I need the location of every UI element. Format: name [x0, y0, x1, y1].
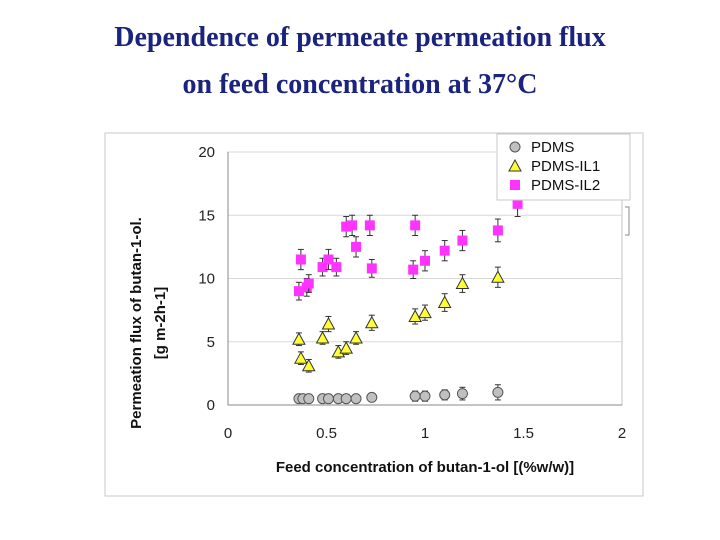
y-tick-label: 10 — [198, 271, 215, 288]
data-point — [455, 276, 470, 290]
data-point — [512, 198, 523, 209]
data-point — [439, 389, 451, 401]
data-point — [317, 262, 328, 273]
x-tick-label: 1 — [421, 425, 429, 442]
legend-marker — [508, 158, 522, 172]
y-axis-title: Permeation flux of butan-1-ol. — [128, 217, 145, 429]
legend-label: PDMS — [531, 139, 574, 156]
data-point — [322, 393, 334, 405]
slide-title-line2: on feed concentration at 37°C — [182, 69, 538, 100]
data-point — [340, 393, 352, 405]
data-point — [410, 220, 421, 231]
data-point — [491, 270, 505, 283]
data-point — [420, 255, 430, 266]
data-point — [315, 330, 330, 344]
data-point — [331, 262, 342, 273]
data-point — [492, 386, 504, 398]
data-point — [408, 264, 419, 275]
series-square — [293, 190, 523, 301]
x-tick-label: 0.5 — [316, 425, 337, 442]
data-point — [457, 235, 468, 246]
data-point — [295, 254, 306, 265]
data-point — [419, 390, 431, 402]
slide-title-line1: Dependence of permeate permeation flux — [114, 22, 606, 53]
x-tick-label: 0 — [224, 425, 232, 442]
y-axis-unit: [g m-2h-1] — [152, 287, 169, 360]
data-point — [301, 358, 316, 372]
data-point — [408, 309, 422, 322]
data-point — [418, 305, 432, 319]
legend-marker — [509, 141, 521, 153]
data-point — [347, 220, 358, 231]
data-point — [292, 332, 306, 345]
series-triangle — [292, 266, 505, 373]
data-point — [303, 278, 314, 289]
legend-marker — [510, 180, 520, 190]
y-tick-label: 0 — [207, 397, 215, 414]
data-point — [409, 390, 421, 402]
data-point — [321, 316, 336, 330]
data-point — [351, 241, 362, 252]
data-point — [293, 286, 304, 297]
data-point — [364, 220, 375, 231]
y-tick-label: 5 — [207, 334, 215, 351]
data-point — [294, 351, 308, 364]
y-tick-label: 20 — [198, 144, 215, 161]
data-point — [323, 254, 334, 265]
legend-bracket — [625, 206, 630, 236]
data-point — [303, 393, 315, 405]
y-tick-label: 15 — [198, 207, 215, 224]
data-point — [492, 225, 503, 236]
data-point — [437, 295, 452, 309]
data-point — [366, 391, 378, 403]
x-tick-label: 1.5 — [513, 425, 534, 442]
data-point — [439, 245, 450, 256]
legend-label: PDMS-IL2 — [531, 177, 600, 194]
data-point — [350, 393, 362, 405]
data-point — [349, 330, 363, 344]
series-circle — [293, 384, 504, 405]
x-axis-title: Feed concentration of butan-1-ol [(%w/w)… — [276, 459, 574, 476]
data-point — [366, 263, 377, 274]
legend-label: PDMS-IL1 — [531, 158, 600, 175]
x-tick-label: 2 — [618, 425, 626, 442]
data-point — [364, 315, 379, 329]
data-series — [292, 190, 523, 405]
data-point — [456, 388, 468, 400]
legend: PDMS PDMS-IL1 PDMS-IL2 — [496, 133, 631, 236]
axes: 0 5 10 15 20 0 0.5 1 1.5 2 Feed concentration of b… — [128, 144, 626, 476]
data-point — [341, 221, 352, 232]
data-point — [339, 341, 354, 354]
